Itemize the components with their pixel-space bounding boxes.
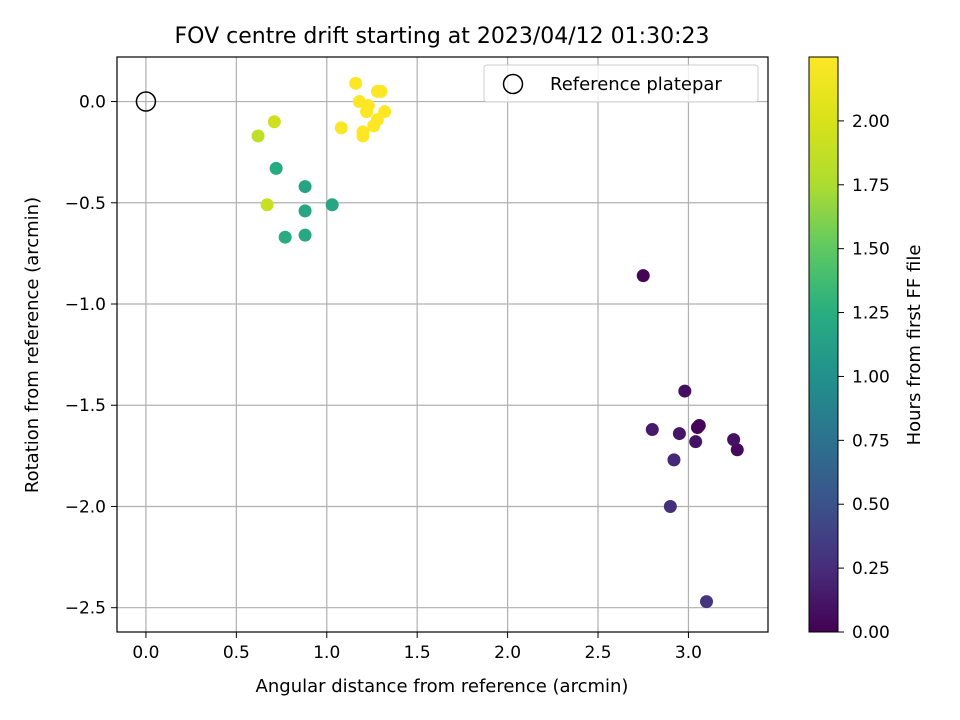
data-point bbox=[374, 84, 388, 98]
data-point bbox=[727, 433, 741, 447]
colorbar-tick-label: 1.00 bbox=[852, 367, 890, 387]
data-point bbox=[267, 115, 281, 129]
y-axis-label: Rotation from reference (arcmin) bbox=[22, 197, 43, 493]
data-points bbox=[251, 76, 744, 609]
colorbar-label: Hours from first FF file bbox=[904, 245, 925, 446]
colorbar-tick-label: 1.75 bbox=[852, 176, 890, 196]
colorbar-tick-label: 0.25 bbox=[852, 559, 890, 579]
y-tick-label: −2.0 bbox=[65, 497, 106, 517]
legend-label: Reference platepar bbox=[550, 74, 722, 95]
data-point bbox=[730, 443, 744, 457]
chart-title: FOV centre drift starting at 2023/04/12 … bbox=[175, 24, 710, 49]
y-axis-ticks: 0.0 −0.5 −1.0 −1.5 −2.0 −2.5 bbox=[65, 93, 117, 619]
data-point bbox=[334, 121, 348, 135]
x-tick-label: 2.5 bbox=[584, 643, 611, 663]
data-point bbox=[298, 180, 312, 194]
colorbar-tick-label: 0.75 bbox=[852, 431, 890, 451]
colorbar-tick-label: 0.00 bbox=[852, 623, 890, 643]
colorbar-tick-label: 2.00 bbox=[852, 112, 890, 132]
x-axis-label: Angular distance from reference (arcmin) bbox=[256, 676, 629, 697]
grid bbox=[117, 57, 768, 632]
data-point bbox=[356, 129, 370, 143]
data-point bbox=[689, 435, 703, 449]
x-tick-label: 3.0 bbox=[675, 643, 702, 663]
x-tick-label: 1.0 bbox=[313, 643, 340, 663]
colorbar-tick-label: 1.50 bbox=[852, 240, 890, 260]
y-tick-label: −0.5 bbox=[65, 194, 106, 214]
data-point bbox=[298, 228, 312, 242]
plot-frame bbox=[116, 56, 769, 633]
data-point bbox=[349, 76, 363, 90]
data-point bbox=[269, 161, 283, 175]
data-point bbox=[636, 269, 650, 283]
data-point bbox=[298, 204, 312, 218]
y-tick-label: −1.5 bbox=[65, 396, 106, 416]
x-tick-label: 1.5 bbox=[404, 643, 431, 663]
colorbar-tick-label: 0.50 bbox=[852, 495, 890, 515]
legend: Reference platepar bbox=[483, 64, 759, 103]
reference-point-marker bbox=[135, 91, 157, 112]
data-point bbox=[360, 105, 374, 119]
data-point bbox=[672, 427, 686, 441]
y-tick-label: 0.0 bbox=[79, 93, 106, 113]
data-point bbox=[367, 119, 381, 133]
x-tick-label: 2.0 bbox=[494, 643, 521, 663]
data-point bbox=[690, 421, 704, 435]
colorbar-tick-label: 1.25 bbox=[852, 304, 890, 324]
data-point bbox=[700, 595, 714, 609]
colorbar-ticks: 0.00 0.25 0.50 0.75 1.00 1.25 1.50 1.75 2.00 bbox=[838, 112, 890, 643]
data-point bbox=[260, 198, 274, 212]
data-point bbox=[645, 423, 659, 437]
data-point bbox=[278, 230, 292, 244]
colorbar bbox=[808, 56, 839, 633]
y-tick-label: −2.5 bbox=[65, 599, 106, 619]
data-point bbox=[663, 499, 677, 513]
legend-marker-icon bbox=[502, 73, 524, 95]
x-tick-label: 0.5 bbox=[223, 643, 250, 663]
x-axis-ticks: 0.0 0.5 1.0 1.5 2.0 2.5 3.0 bbox=[132, 632, 702, 663]
data-point bbox=[251, 129, 265, 143]
legend-box bbox=[483, 64, 759, 103]
data-point bbox=[678, 384, 692, 398]
x-tick-label: 0.0 bbox=[132, 643, 159, 663]
y-tick-label: −1.0 bbox=[65, 295, 106, 315]
reference-marker-layer bbox=[135, 91, 157, 112]
data-point bbox=[325, 198, 339, 212]
data-point bbox=[667, 453, 681, 467]
